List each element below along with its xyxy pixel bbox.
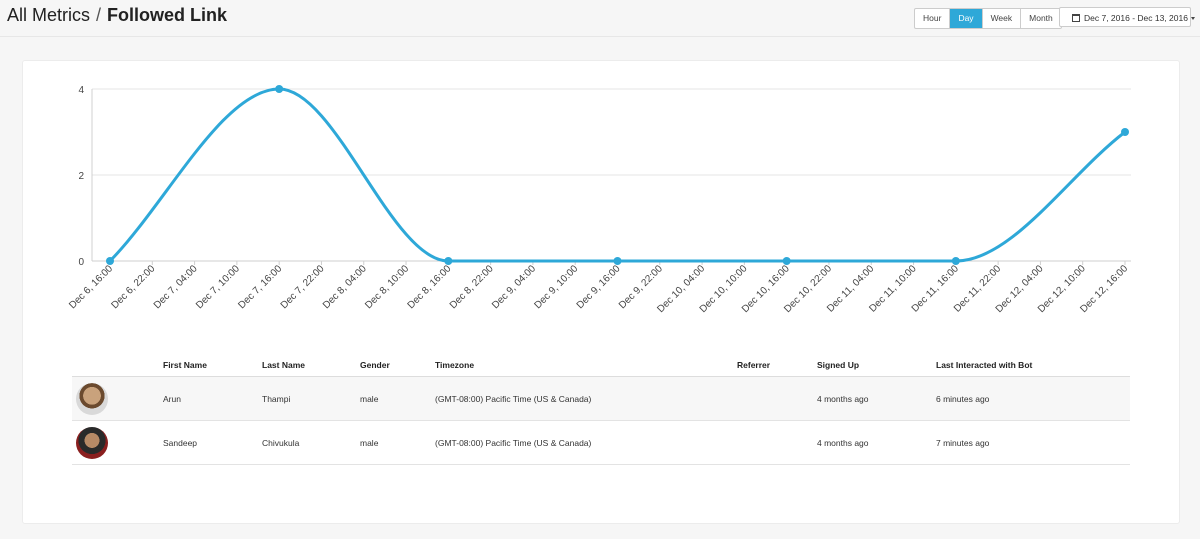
- y-tick-label: 2: [78, 171, 84, 182]
- x-tick-label: Dec 7, 16:00: [236, 263, 284, 311]
- date-range-picker[interactable]: Dec 7, 2016 - Dec 13, 2016: [1059, 7, 1195, 27]
- avatar-cell: [72, 376, 163, 421]
- breadcrumb-separator: /: [96, 5, 102, 25]
- data-point: [444, 257, 453, 265]
- timezone-cell: (GMT-08:00) Pacific Time (US & Canada): [435, 376, 737, 421]
- column-header-last-interacted[interactable]: Last Interacted with Bot: [936, 354, 1130, 377]
- avatar-cell: [72, 420, 163, 465]
- x-tick-label: Dec 7, 22:00: [279, 263, 327, 311]
- first-name-cell: Sandeep: [163, 420, 262, 465]
- table-header-row: First Name Last Name Gender Timezone Ref…: [72, 354, 1130, 377]
- x-tick-label: Dec 9, 16:00: [575, 263, 623, 311]
- x-tick-label: Dec 6, 16:00: [67, 263, 115, 311]
- referrer-cell: [737, 420, 817, 465]
- granularity-week-button[interactable]: Week: [983, 9, 1022, 28]
- date-range-label: Dec 7, 2016 - Dec 13, 2016: [1084, 13, 1188, 23]
- column-header-avatar: [72, 354, 163, 377]
- page-title: Followed Link: [107, 5, 228, 25]
- caret-down-icon: [1190, 17, 1195, 20]
- y-tick-label: 0: [78, 257, 84, 268]
- table-row[interactable]: Sandeep Chivukula male (GMT-08:00) Pacif…: [72, 420, 1130, 465]
- signed-up-cell: 4 months ago: [817, 420, 936, 465]
- users-table: First Name Last Name Gender Timezone Ref…: [72, 354, 1130, 465]
- granularity-day-button[interactable]: Day: [950, 9, 983, 28]
- top-bar: All Metrics / Followed Link Hour Day Week …: [0, 0, 1200, 37]
- gender-cell: male: [360, 376, 435, 421]
- data-point: [951, 257, 960, 265]
- metric-card: 0 2 4 Dec 6, 16:00 Dec 6, 22:00 Dec 7, 04:00 D…: [22, 60, 1180, 524]
- avatar[interactable]: [76, 426, 108, 459]
- granularity-month-button[interactable]: Month: [1029, 13, 1053, 23]
- granularity-hour-button[interactable]: Hour: [915, 9, 951, 28]
- column-header-signed-up[interactable]: Signed Up: [817, 354, 936, 377]
- x-tick-label: Dec 8, 22:00: [448, 263, 496, 311]
- referrer-cell: [737, 376, 817, 421]
- first-name-cell: Arun: [163, 376, 262, 421]
- x-tick-label: Dec 9, 10:00: [532, 263, 580, 311]
- last-name-cell: Chivukula: [262, 420, 360, 465]
- x-tick-label: Dec 7, 04:00: [152, 263, 200, 311]
- data-point: [782, 257, 791, 265]
- x-tick-label: Dec 8, 04:00: [321, 263, 369, 311]
- signed-up-cell: 4 months ago: [817, 376, 936, 421]
- x-tick-label: Dec 9, 04:00: [490, 263, 538, 311]
- calendar-icon: [1072, 14, 1080, 22]
- y-tick-label: 4: [78, 85, 84, 96]
- breadcrumb: All Metrics / Followed Link: [7, 5, 227, 26]
- data-point: [1121, 128, 1129, 136]
- data-point: [275, 85, 284, 93]
- gender-cell: male: [360, 420, 435, 465]
- timezone-cell: (GMT-08:00) Pacific Time (US & Canada): [435, 420, 737, 465]
- column-header-timezone[interactable]: Timezone: [435, 354, 737, 377]
- granularity-toggle: Hour Day Week Month: [914, 8, 1062, 29]
- column-header-gender[interactable]: Gender: [360, 354, 435, 377]
- breadcrumb-parent-link[interactable]: All Metrics: [7, 5, 91, 25]
- x-tick-label: Dec 8, 10:00: [363, 263, 411, 311]
- last-interacted-cell: 7 minutes ago: [936, 420, 1130, 465]
- x-tick-label: Dec 7, 10:00: [194, 263, 242, 311]
- last-interacted-cell: 6 minutes ago: [936, 376, 1130, 421]
- x-tick-label: Dec 8, 16:00: [406, 263, 454, 311]
- column-header-referrer[interactable]: Referrer: [737, 354, 817, 377]
- table-row[interactable]: Arun Thampi male (GMT-08:00) Pacific Tim…: [72, 376, 1130, 421]
- x-tick-label: Dec 6, 22:00: [110, 263, 158, 311]
- data-point: [106, 257, 114, 265]
- column-header-first-name[interactable]: First Name: [163, 354, 262, 377]
- last-name-cell: Thampi: [262, 376, 360, 421]
- column-header-last-name[interactable]: Last Name: [262, 354, 360, 377]
- data-point: [613, 257, 622, 265]
- avatar[interactable]: [76, 382, 108, 415]
